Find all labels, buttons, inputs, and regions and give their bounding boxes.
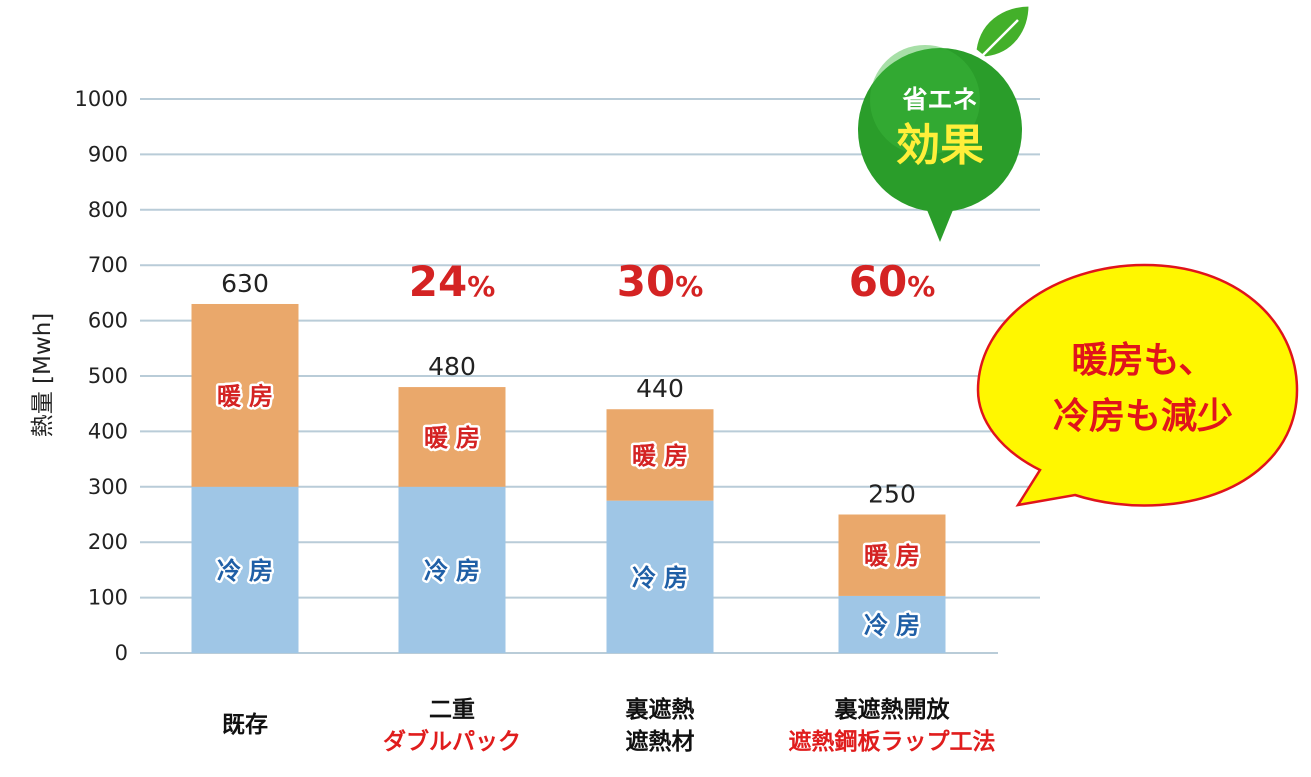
category-label: 裏遮熱 <box>625 696 695 723</box>
category-label: ダブルパック <box>383 728 521 755</box>
reduction-percentage: 30% <box>617 257 704 306</box>
bar-segment-label: 暖房 <box>864 542 928 570</box>
reduction-percentage: 60% <box>849 257 936 306</box>
reduction-percentages: 24% 30% 60% <box>409 257 936 306</box>
badge-line2: 効果 <box>896 120 984 171</box>
y-axis-label: 熱量 [Mwh] <box>30 313 56 438</box>
bar-total-label: 440 <box>636 374 684 403</box>
badge-line1: 省エネ <box>901 85 977 114</box>
badge-highlight <box>870 45 980 155</box>
speech-bubble: 暖房も、 冷房も減少 <box>976 263 1299 507</box>
bar-segment <box>398 486 506 653</box>
bar-segment <box>191 486 299 653</box>
bar-segment-label: 冷房 <box>217 557 281 585</box>
leaf-icon <box>973 3 1032 60</box>
y-tick-label: 1000 <box>75 87 128 111</box>
energy-saving-badge: 省エネ 効果 <box>858 3 1032 242</box>
category-label: 遮熱鋼板ラップ工法 <box>789 728 996 755</box>
bar-segment <box>606 409 714 501</box>
category-label: 二重 <box>429 697 475 723</box>
y-tick-label: 800 <box>88 198 128 222</box>
bar-segment <box>606 500 714 653</box>
bubble-line2: 冷房も減少 <box>1053 396 1233 437</box>
category-label: 既存 <box>222 711 268 738</box>
bar-segment-label: 冷房 <box>424 557 488 585</box>
bubble-shape <box>976 263 1299 507</box>
bar-segment-label: 冷房 <box>632 564 696 592</box>
bars: 冷房 暖房 630 冷房 暖房 480 冷房 暖房 440 冷房 暖房 250 <box>191 269 946 653</box>
y-tick-label: 500 <box>88 364 128 388</box>
y-tick-label: 300 <box>88 475 128 499</box>
bar-segment-label: 暖房 <box>217 382 281 410</box>
y-tick-label: 400 <box>88 419 128 443</box>
bar-segment <box>398 387 506 487</box>
y-tick-label: 700 <box>88 253 128 277</box>
category-label: 裏遮熱開放 <box>834 696 951 723</box>
y-tick-label: 100 <box>88 586 128 610</box>
bar-segment-label: 暖房 <box>424 424 488 452</box>
bar-segment-label: 暖房 <box>632 442 696 470</box>
y-tick-label: 900 <box>88 142 128 166</box>
y-tick-label: 0 <box>115 641 128 665</box>
badge-pointer <box>925 205 955 242</box>
bar-segment <box>838 514 946 596</box>
y-axis-ticks: 0 100 200 300 400 500 600 700 800 900 1000 <box>75 87 128 665</box>
badge-circle <box>858 48 1022 212</box>
y-tick-label: 600 <box>88 309 128 333</box>
bar-total-label: 480 <box>428 352 476 381</box>
bar-segment <box>191 303 299 487</box>
reduction-percentage: 24% <box>409 257 496 306</box>
bar-total-label: 250 <box>868 480 916 509</box>
bar-total-label: 630 <box>221 269 269 298</box>
bar-segment-label: 冷房 <box>864 611 928 639</box>
bubble-line1: 暖房も、 <box>1072 340 1215 381</box>
y-tick-label: 200 <box>88 530 128 554</box>
category-label: 遮熱材 <box>626 728 695 755</box>
bar-segment <box>838 595 946 653</box>
